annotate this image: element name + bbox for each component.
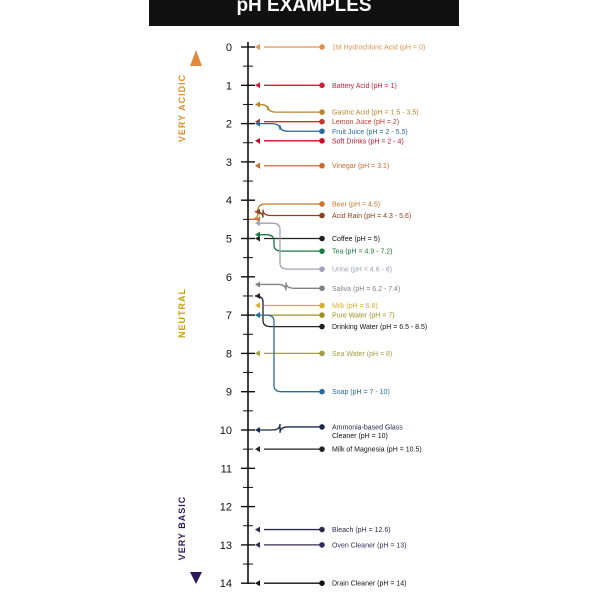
example-connector (255, 302, 325, 309)
example-connector (255, 231, 325, 254)
example-connector (255, 101, 325, 115)
example-label: Oven Cleaner (pH = 13) (332, 542, 407, 549)
title-bar: pH EXAMPLES (149, 0, 459, 26)
example-dot (319, 138, 325, 144)
scale-number: 7 (226, 310, 232, 322)
example-connector (255, 220, 325, 272)
page-title: pH EXAMPLES (236, 0, 372, 16)
example-connector (255, 44, 325, 50)
example-connector (254, 208, 325, 219)
example-dot (319, 542, 325, 548)
example-label: Sea Water (pH = 8) (332, 351, 392, 358)
example-connector (255, 312, 325, 395)
region-very-acidic: VERY ACIDIC (177, 74, 187, 142)
example-dot (319, 446, 325, 452)
example-label: Fruit Juice (pH = 2 - 5.5) (332, 129, 408, 136)
connectors (249, 44, 325, 587)
example-label: Lemon Juice (pH = 2) (332, 119, 399, 126)
example-label-line2: Cleaner (pH = 10) (332, 433, 388, 440)
example-connector (255, 281, 325, 292)
example-label: Tea (pH = 4.9 - 7.2) (332, 249, 393, 256)
example-connector (255, 423, 325, 433)
example-dot (319, 162, 325, 169)
example-label: Ammonia-based Glass (332, 424, 403, 431)
scale-number: 8 (226, 348, 232, 360)
example-connector (255, 580, 325, 587)
example-connector (255, 235, 325, 242)
example-connector (255, 137, 325, 144)
scale-number: 10 (220, 425, 232, 437)
example-connector (255, 350, 325, 357)
example-label: Acid Rain (pH = 4.3 - 5.6) (332, 213, 411, 220)
scale-number: 2 (226, 119, 232, 131)
region-neutral: NEUTRAL (177, 288, 187, 338)
example-dot (319, 388, 325, 395)
example-connector (255, 162, 325, 169)
example-dot (319, 312, 325, 318)
example-dot (319, 201, 325, 207)
example-label: Pure Water (pH = 7) (332, 313, 395, 320)
scale-number: 12 (220, 502, 232, 514)
example-label: Drinking Water (pH = 6.5 - 8.5) (332, 324, 427, 331)
example-label: Beer (pH = 4.5) (332, 202, 380, 209)
ph-gradient-arrow (190, 50, 202, 584)
example-labels: 1M Hydrochloric Acid (pH = 0) Battery Aci… (332, 45, 427, 588)
example-dot (319, 235, 325, 242)
scale-number: 11 (221, 463, 232, 475)
example-label: Drain Cleaner (pH = 14) (332, 581, 407, 588)
example-connector (255, 446, 325, 453)
scale-number: 9 (226, 387, 232, 399)
example-dot (319, 285, 325, 292)
example-label: Saliva (pH = 6.2 - 7.4) (332, 286, 400, 293)
example-dot (319, 212, 325, 219)
example-connector (255, 120, 325, 135)
example-connector (255, 82, 325, 89)
example-label: Soft Drinks (pH = 2 - 4) (332, 138, 404, 145)
scale-number: 4 (226, 195, 232, 207)
example-label: 1M Hydrochloric Acid (pH = 0) (332, 45, 425, 52)
example-dot (319, 248, 325, 254)
scale-number: 1 (226, 80, 232, 92)
example-connector (255, 526, 325, 533)
scale-number: 14 (220, 578, 232, 590)
scale-number: 13 (220, 540, 232, 552)
example-label: Gastric Acid (pH = 1.5 - 3.5) (332, 110, 419, 117)
example-connector (255, 541, 325, 548)
example-dot (319, 302, 325, 309)
example-label: Battery Acid (pH = 1) (332, 83, 397, 90)
example-label: Soap (pH = 7 - 10) (332, 389, 390, 396)
example-dot (319, 118, 325, 125)
scale-number: 3 (226, 157, 232, 169)
example-dot (319, 82, 325, 89)
scale-number: 0 (226, 42, 232, 54)
region-very-basic: VERY BASIC (177, 496, 187, 561)
scale-number: 5 (226, 234, 232, 246)
example-connector (249, 201, 325, 223)
scale-number: 6 (226, 272, 232, 284)
example-label: Vinegar (pH = 3.1) (332, 163, 389, 170)
example-dot (319, 44, 325, 50)
example-dot (319, 580, 325, 586)
example-dot (319, 109, 325, 115)
example-label: Urine (pH = 4.6 - 8) (332, 267, 392, 274)
example-dot (319, 350, 325, 357)
example-label: Bleach (pH = 12.6) (332, 527, 391, 534)
example-label: Coffee (pH = 5) (332, 236, 380, 243)
example-label: Milk (pH = 6.8) (332, 303, 378, 310)
example-dot (319, 424, 325, 430)
example-dot (319, 266, 325, 272)
example-label: Milk of Magnesia (pH = 10.5) (332, 447, 422, 454)
example-dot (319, 323, 325, 330)
example-connector (254, 292, 325, 330)
example-dot (319, 526, 325, 533)
example-dot (319, 128, 325, 135)
